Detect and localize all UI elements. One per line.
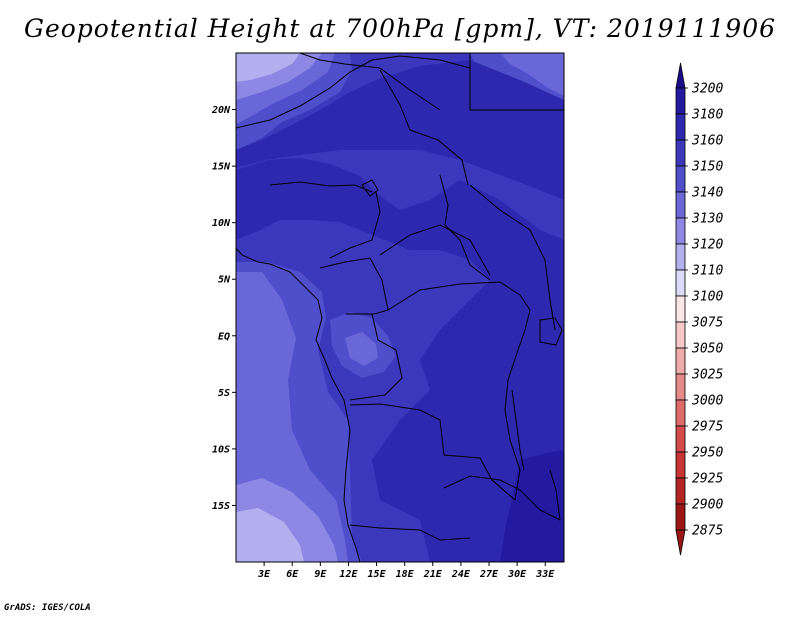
lon-tick-label: 9E [314, 569, 327, 580]
colorbar-label: 3140 [691, 186, 723, 201]
colorbar-label: 3100 [691, 290, 723, 305]
colorbar-swatch [675, 165, 686, 193]
lat-tick-label: 5N [218, 275, 231, 286]
colorbar-swatch [675, 269, 686, 297]
lake-victoria [539, 317, 563, 346]
lon-tick-label: 27E [479, 569, 499, 580]
colorbar-label: 3110 [691, 264, 723, 279]
lon-tick-label: 6E [286, 569, 299, 580]
colorbar-swatch [675, 347, 686, 375]
lon-tick-label: 15E [368, 569, 387, 580]
lat-tick-label: 20N [211, 105, 231, 116]
colorbar-label: 3130 [691, 212, 723, 227]
height-band-3130-interior [345, 332, 378, 366]
map-area [236, 53, 564, 562]
colorbar-swatch [675, 503, 686, 531]
colorbar-label: 2875 [692, 524, 723, 539]
lat-tick-label: 15N [212, 162, 231, 173]
longitude-axis: 3E 6E 9E 12E 15E 18E 21E 24E 27E 30E 33E [257, 562, 555, 580]
border-car [379, 224, 491, 276]
lat-tick-label: EQ [218, 331, 230, 342]
country-borders [236, 53, 564, 562]
colorbar-swatch [675, 321, 686, 349]
colorbar-label: 3120 [691, 238, 723, 253]
west-coastline [236, 247, 361, 562]
colorbar-label: 3160 [691, 134, 723, 149]
lake-malawi [549, 469, 561, 521]
border-niger-nigeria [269, 181, 373, 193]
colorbar-label: 3200 [691, 82, 723, 97]
colorbar-swatch [675, 451, 686, 479]
colorbar-label: 3075 [691, 316, 723, 331]
colorbar-swatch [675, 425, 686, 453]
lon-tick-label: 3E [257, 569, 271, 580]
lon-tick-label: 21E [423, 569, 443, 580]
latitude-axis: 20N 15N 10N 5N EQ 5S 10S 15S [211, 105, 236, 512]
border-sahara-north [236, 55, 471, 129]
border-angola-drc [349, 403, 516, 501]
border-angola-namibia [349, 524, 471, 541]
lake-tanganyika [511, 389, 525, 471]
colorbar-label: 2925 [692, 472, 723, 487]
colorbar-label: 3050 [691, 342, 723, 357]
map-frame [235, 52, 565, 563]
lon-tick-label: 24E [451, 569, 471, 580]
height-band-3180 [500, 450, 564, 562]
border-chad-sudan [439, 174, 491, 281]
lon-tick-label: 33E [535, 569, 555, 580]
lon-tick-label: 12E [339, 569, 358, 580]
border-zambia [443, 475, 561, 521]
colorbar-swatch [675, 477, 686, 505]
border-drc-north [387, 281, 531, 311]
colorbar-label: 2900 [692, 498, 723, 513]
colorbar-label: 3025 [691, 368, 723, 383]
colorbar-swatch [675, 87, 686, 115]
border-algeria-niger [299, 53, 441, 111]
colorbar-label: 3180 [691, 108, 723, 123]
lake-chad [361, 179, 379, 197]
colorbar-label: 2975 [692, 420, 723, 435]
border-libya-chad [379, 69, 469, 186]
grads-credit: GrADS: IGES/COLA [4, 603, 91, 613]
colorbar-label: 3150 [691, 160, 723, 175]
colorbar: 3200 3180 3160 3150 3140 3130 3120 3110 3100 3075… [675, 62, 723, 556]
colorbar-swatch [675, 139, 686, 167]
border-east-africa [469, 184, 556, 331]
height-band-3130-ne [500, 53, 564, 96]
colorbar-label: 2950 [692, 446, 723, 461]
lon-tick-label: 30E [507, 569, 527, 580]
colorbar-swatch [675, 295, 686, 323]
map-title: Geopotential Height at 700hPa [gpm], VT:… [23, 14, 777, 43]
colorbar-swatch [675, 243, 686, 271]
colorbar-bottom-arrow [675, 529, 686, 556]
border-drc-east [504, 309, 531, 501]
lat-tick-label: 15S [212, 501, 230, 512]
lat-tick-label: 10S [212, 444, 230, 455]
colorbar-swatch [675, 217, 686, 245]
border-cameroon-congo [319, 257, 389, 315]
colorbar-swatch [675, 113, 686, 141]
colorbar-top-arrow [675, 62, 686, 89]
colorbar-swatch [675, 191, 686, 219]
height-band-3110-nw [236, 53, 300, 82]
lat-tick-label: 5S [218, 388, 230, 399]
height-band-3110-sw [236, 508, 304, 562]
border-nigeria-cameroon [329, 191, 381, 259]
height-band-3160-north [236, 60, 564, 200]
border-congo-drc [349, 313, 403, 401]
colorbar-swatch [675, 373, 686, 401]
border-egypt-sudan [469, 53, 564, 111]
colorbar-swatch [675, 399, 686, 427]
lon-tick-label: 18E [396, 569, 415, 580]
lat-tick-label: 10N [212, 218, 231, 229]
colorbar-label: 3000 [691, 394, 723, 409]
